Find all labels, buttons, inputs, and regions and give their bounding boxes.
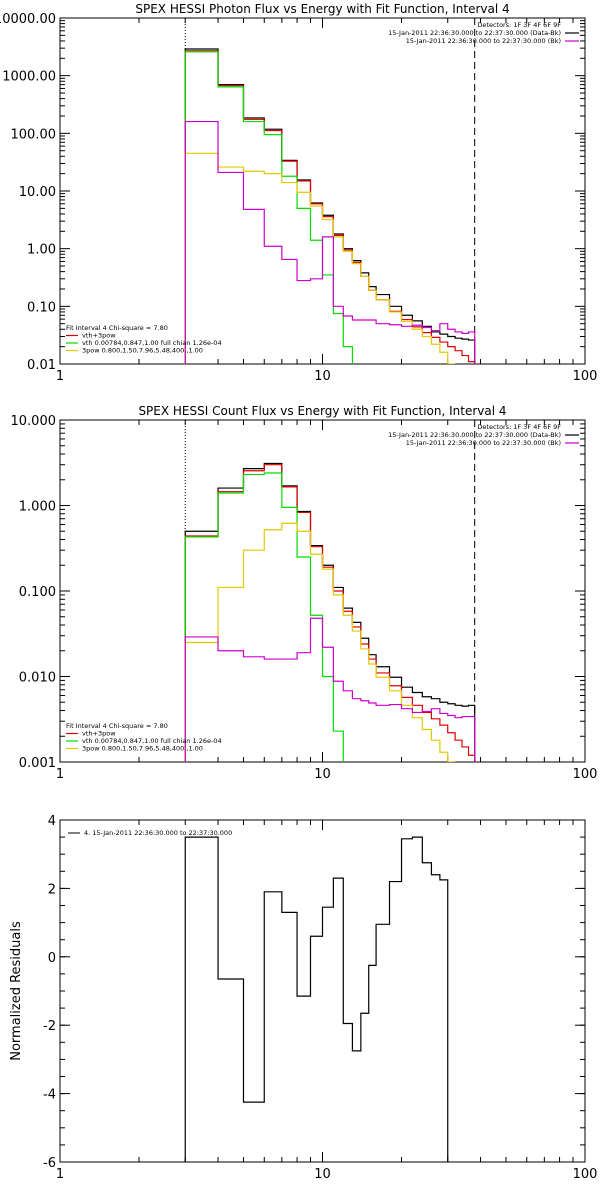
- plot-frame: [59, 17, 586, 365]
- y-tick-label: 0.01: [27, 358, 56, 373]
- legend-entry: Fit Interval 4 Chi-square = 7.80: [66, 324, 168, 332]
- x-tick-label: 10: [314, 767, 331, 782]
- series-line-3pow: [184, 522, 456, 762]
- y-tick-label: 1000.00: [2, 70, 56, 85]
- plot-frame: [59, 419, 586, 763]
- x-tick-label: 1: [56, 767, 64, 782]
- y-tick-label: 0: [48, 951, 56, 966]
- y-tick-label: 0.010: [19, 671, 56, 686]
- legend-entry: vth 0.00784,0.847,1.00 full chian 1.26e-…: [82, 737, 222, 745]
- legend-entry: vth+3pow: [82, 332, 116, 340]
- y-tick-label: 4: [48, 814, 56, 829]
- legend-entry: 4. 15-Jan-2011 22:36:30.000 to 22:37:30.…: [84, 829, 232, 837]
- x-tick-label: 10: [314, 1167, 331, 1182]
- legend-entry: Detectors: 1F 3F 4F 6F 9F: [477, 423, 561, 431]
- chart-panel-3: 1 10 100 4 2 0 -2 -4 -6 Normalized Residuals 4. 15…: [9, 814, 597, 1182]
- legend-entry: Detectors: 1F 3F 4F 6F 9F: [477, 21, 561, 29]
- x-tick-label: 100: [573, 1167, 598, 1182]
- series-line-data-bk: [184, 48, 476, 364]
- series-line-residual: [184, 836, 449, 1162]
- y-tick-label: 10.000: [11, 414, 57, 429]
- series-line-bk: [184, 617, 476, 762]
- series-line-vth-3pow: [184, 464, 476, 762]
- y-axis-label: Normalized Residuals: [9, 921, 24, 1061]
- y-tick-label: 0.100: [19, 585, 56, 600]
- chart-panel-2: SPEX HESSI Count Flux vs Energy with Fit…: [11, 404, 598, 782]
- y-tick-label: 0.001: [19, 756, 56, 771]
- y-tick-label: -2: [43, 1019, 56, 1034]
- legend-entry: vth+3pow: [82, 730, 116, 738]
- y-tick-label: 1.000: [19, 500, 56, 515]
- y-tick-label: 1.00: [27, 243, 56, 258]
- y-tick-label: -6: [43, 1156, 56, 1171]
- y-tick-label: -4: [43, 1088, 56, 1103]
- x-tick-label: 100: [573, 369, 598, 384]
- legend-entry: 3pow 0.800,1.50,7.96,5.48,400.,1.00: [82, 745, 203, 753]
- x-tick-label: 100: [573, 767, 598, 782]
- series-line-vth: [184, 51, 362, 364]
- y-tick-label: 10.00: [19, 185, 56, 200]
- x-tick-label: 10: [314, 369, 331, 384]
- chart-panel-1: SPEX HESSI Photon Flux vs Energy with Fi…: [0, 2, 597, 384]
- series-line-bk: [184, 120, 476, 364]
- plot-frame: [59, 819, 586, 1163]
- x-tick-label: 1: [56, 369, 64, 384]
- chart-title: SPEX HESSI Photon Flux vs Energy with Fi…: [135, 2, 509, 16]
- legend-entry: Fit Interval 4 Chi-square = 7.80: [66, 722, 168, 730]
- series-line-vth: [184, 472, 354, 762]
- legend-entry: 3pow 0.800,1.50,7.96,5.48,400.,1.00: [82, 347, 203, 355]
- series-line-3pow: [184, 152, 456, 364]
- legend-entry: 15-Jan-2011 22:36:30.000 to 22:37:30.000…: [406, 439, 561, 447]
- x-tick-label: 1: [56, 1167, 64, 1182]
- legend-entry: 15-Jan-2011 22:36:30.000 to 22:37:30.000…: [406, 37, 561, 45]
- series-line-vth-3pow: [184, 50, 476, 364]
- y-tick-label: 10000.00: [0, 12, 56, 27]
- chart-title: SPEX HESSI Count Flux vs Energy with Fit…: [138, 404, 506, 418]
- legend-entry: vth 0.00784,0.847,1.00 full chian 1.26e-…: [82, 339, 222, 347]
- legend-entry: 15-Jan-2011 22:36:30.000 to 22:37:30.000…: [388, 29, 561, 37]
- y-tick-label: 2: [48, 882, 56, 897]
- y-tick-label: 100.00: [11, 127, 57, 142]
- y-tick-label: 0.10: [27, 300, 56, 315]
- legend-entry: 15-Jan-2011 22:36:30.000 to 22:37:30.000…: [388, 431, 561, 439]
